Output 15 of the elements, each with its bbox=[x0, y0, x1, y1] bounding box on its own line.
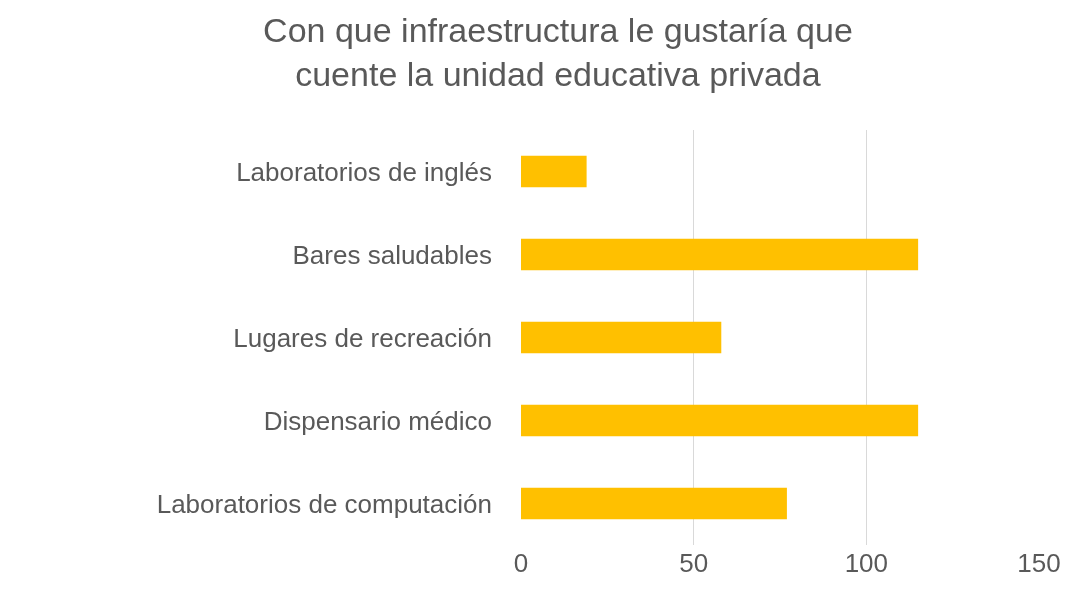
bar bbox=[521, 404, 919, 437]
y-tick-label: Dispensario médico bbox=[263, 405, 492, 436]
y-tick-label: Laboratorios de computación bbox=[156, 488, 492, 519]
y-tick-label: Lugares de recreación bbox=[233, 322, 492, 353]
x-tick-label: 0 bbox=[513, 548, 529, 578]
x-tick-label: 50 bbox=[679, 548, 709, 578]
bar bbox=[521, 238, 919, 271]
y-tick-label: Bares saludables bbox=[292, 239, 492, 270]
bar bbox=[521, 155, 587, 188]
bar bbox=[521, 321, 722, 354]
x-tick-label: 150 bbox=[1017, 548, 1061, 578]
y-tick-label: Laboratorios de inglés bbox=[236, 156, 492, 187]
bar bbox=[521, 487, 787, 520]
x-tick-label: 100 bbox=[844, 548, 889, 578]
chart-title: Con que infraestructura le gustaría que cuente la unidad educativa privada bbox=[263, 11, 853, 94]
